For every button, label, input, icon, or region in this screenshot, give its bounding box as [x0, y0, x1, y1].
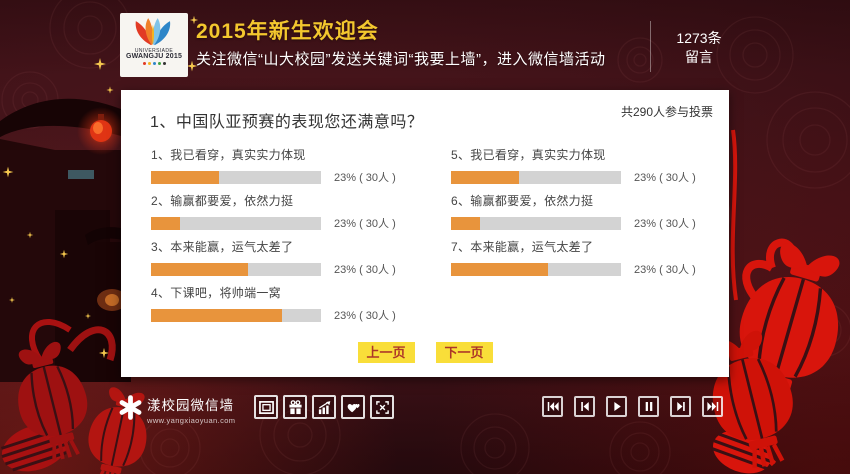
- first-icon: [547, 402, 559, 411]
- option-stat: 23% ( 30人 ): [334, 218, 396, 230]
- vote-bar-track: [151, 216, 321, 230]
- poll-question: 1、中国队亚预赛的表现您还满意吗？: [150, 114, 424, 131]
- photo-frame-icon: [258, 400, 274, 414]
- last-button[interactable]: [702, 396, 723, 417]
- footer: 漾校园微信墙 www.yangxiaoyuan.com: [0, 390, 850, 450]
- option-stat: 23% ( 30人 ): [334, 264, 396, 276]
- brand-url: www.yangxiaoyuan.com: [147, 416, 236, 425]
- option-stat: 23% ( 30人 ): [334, 310, 396, 322]
- pause-icon: [645, 402, 652, 411]
- pause-button[interactable]: [638, 396, 659, 417]
- first-button[interactable]: [542, 396, 563, 417]
- gift-button[interactable]: [283, 395, 307, 419]
- page-subtitle: 关注微信“山大校园”发送关键词“我要上墙”，进入微信墙活动: [196, 51, 606, 68]
- message-count-label: 留言: [685, 49, 713, 65]
- chart-button[interactable]: [312, 395, 336, 419]
- vote-bar-fill: [451, 262, 548, 276]
- vote-bar-track: [151, 308, 321, 322]
- next-button[interactable]: [670, 396, 691, 417]
- vote-bar-fill: [451, 170, 519, 184]
- vote-bar-fill: [151, 308, 282, 322]
- participants-count: 共290人参与投票: [620, 105, 713, 119]
- logo-line2: GWANGJU 2015: [125, 53, 183, 60]
- gift-icon: [288, 399, 302, 414]
- glowing-lantern: [77, 107, 125, 155]
- play-button[interactable]: [606, 396, 627, 417]
- hearts-icon: [347, 403, 360, 412]
- poll-option: 7、本来能赢，运气太差了 23% ( 30人 ): [451, 238, 751, 284]
- option-stat: 23% ( 30人 ): [334, 172, 396, 184]
- chart-icon: [318, 400, 330, 414]
- message-count: 1273条: [676, 30, 722, 46]
- next-page-button[interactable]: 下一页: [435, 342, 493, 363]
- play-icon: [613, 402, 621, 411]
- pagination: 上一页 下一页: [121, 342, 729, 363]
- asterisk-logo-icon: [119, 395, 142, 420]
- option-label: 4、下课吧，将帅端一窝: [151, 286, 281, 300]
- poll-option: 6、输赢都要爱，依然力挺 23% ( 30人 ): [451, 192, 751, 238]
- prev-page-button[interactable]: 上一页: [357, 342, 415, 363]
- option-label: 6、输赢都要爱，依然力挺: [451, 194, 594, 208]
- fullscreen-icon: [375, 400, 389, 414]
- fullscreen-button[interactable]: [370, 395, 394, 419]
- logo-color-dots: [142, 62, 166, 65]
- poll-option: 3、本来能赢，运气太差了 23% ( 30人 ): [151, 238, 451, 284]
- photo-frame-button[interactable]: [254, 395, 278, 419]
- option-label: 7、本来能赢，运气太差了: [451, 240, 594, 254]
- brand-name: 漾校园微信墙: [147, 398, 234, 413]
- previous-button[interactable]: [574, 396, 595, 417]
- vote-bar-track: [151, 262, 321, 276]
- toolbar: [254, 395, 394, 419]
- poll-option: 4、下课吧，将帅端一窝 23% ( 30人 ): [151, 284, 451, 330]
- vote-bar-track: [451, 216, 621, 230]
- option-label: 1、我已看穿，真实实力体现: [151, 148, 306, 162]
- media-controls: [542, 396, 723, 417]
- poll-panel: 1、中国队亚预赛的表现您还满意吗？ 共290人参与投票 1、我已看穿，真实实力体…: [121, 90, 729, 377]
- page-title: 2015年新生欢迎会: [196, 20, 379, 43]
- vote-bar-fill: [151, 262, 248, 276]
- option-label: 5、我已看穿，真实实力体现: [451, 148, 606, 162]
- previous-icon: [580, 402, 589, 411]
- vote-bar-track: [451, 262, 621, 276]
- brand-logo: 漾校园微信墙 www.yangxiaoyuan.com: [118, 394, 235, 425]
- universiade-logo: UNIVERSIADE GWANGJU 2015: [120, 13, 188, 77]
- hearts-button[interactable]: [341, 395, 365, 419]
- option-label: 3、本来能赢，运气太差了: [151, 240, 294, 254]
- vote-bar-fill: [151, 216, 180, 230]
- vote-bar-track: [151, 170, 321, 184]
- last-icon: [706, 402, 718, 411]
- universiade-wings-icon: [135, 18, 171, 46]
- option-stat: 23% ( 30人 ): [634, 264, 696, 276]
- vote-bar-fill: [151, 170, 219, 184]
- next-icon: [676, 402, 685, 411]
- poll-option: 1、我已看穿，真实实力体现 23% ( 30人 ): [151, 146, 451, 192]
- header: UNIVERSIADE GWANGJU 2015 2015年新生欢迎会 关注微信…: [0, 0, 850, 86]
- poll-option: 2、输赢都要爱，依然力挺 23% ( 30人 ): [151, 192, 451, 238]
- option-label: 2、输赢都要爱，依然力挺: [151, 194, 294, 208]
- vote-bar-fill: [451, 216, 480, 230]
- poll-options: 1、我已看穿，真实实力体现 23% ( 30人 ) 2、输赢都要爱，依然力挺 2…: [151, 146, 751, 330]
- poll-option: 5、我已看穿，真实实力体现 23% ( 30人 ): [451, 146, 751, 192]
- option-stat: 23% ( 30人 ): [634, 172, 696, 184]
- vote-bar-track: [451, 170, 621, 184]
- option-stat: 23% ( 30人 ): [634, 218, 696, 230]
